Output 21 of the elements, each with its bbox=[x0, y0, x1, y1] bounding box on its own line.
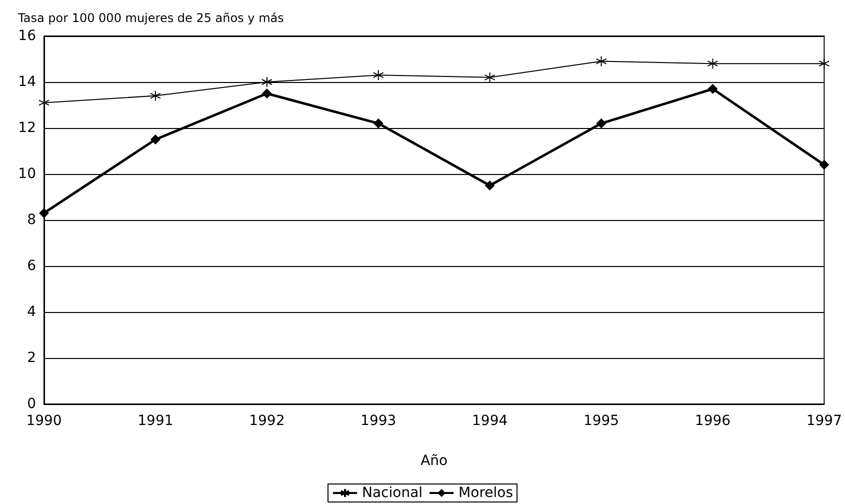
legend-label: Morelos bbox=[458, 485, 514, 501]
x-tick-label: 1992 bbox=[249, 413, 285, 429]
x-tick-label: 1997 bbox=[806, 413, 842, 429]
y-tick-label: 0 bbox=[27, 396, 36, 412]
y-tick-label: 16 bbox=[18, 28, 36, 44]
x-tick-label: 1994 bbox=[472, 413, 508, 429]
x-tick-label: 1990 bbox=[26, 413, 62, 429]
y-tick-label: 6 bbox=[27, 258, 36, 274]
y-tick-label: 8 bbox=[27, 212, 36, 228]
legend-label: Nacional bbox=[362, 485, 423, 501]
y-tick-label: 4 bbox=[27, 304, 36, 320]
x-tick-label: 1993 bbox=[360, 413, 396, 429]
y-tick-label: 12 bbox=[18, 120, 36, 136]
y-axis-title: Tasa por 100 000 mujeres de 25 años y más bbox=[17, 11, 284, 25]
x-tick-label: 1995 bbox=[583, 413, 620, 429]
y-tick-label: 2 bbox=[27, 350, 36, 366]
x-tick-label: 1991 bbox=[138, 413, 174, 429]
y-tick-label: 14 bbox=[18, 74, 36, 90]
x-tick-label: 1996 bbox=[694, 413, 731, 429]
x-axis-title: Año bbox=[420, 453, 448, 469]
y-tick-label: 10 bbox=[18, 166, 36, 182]
